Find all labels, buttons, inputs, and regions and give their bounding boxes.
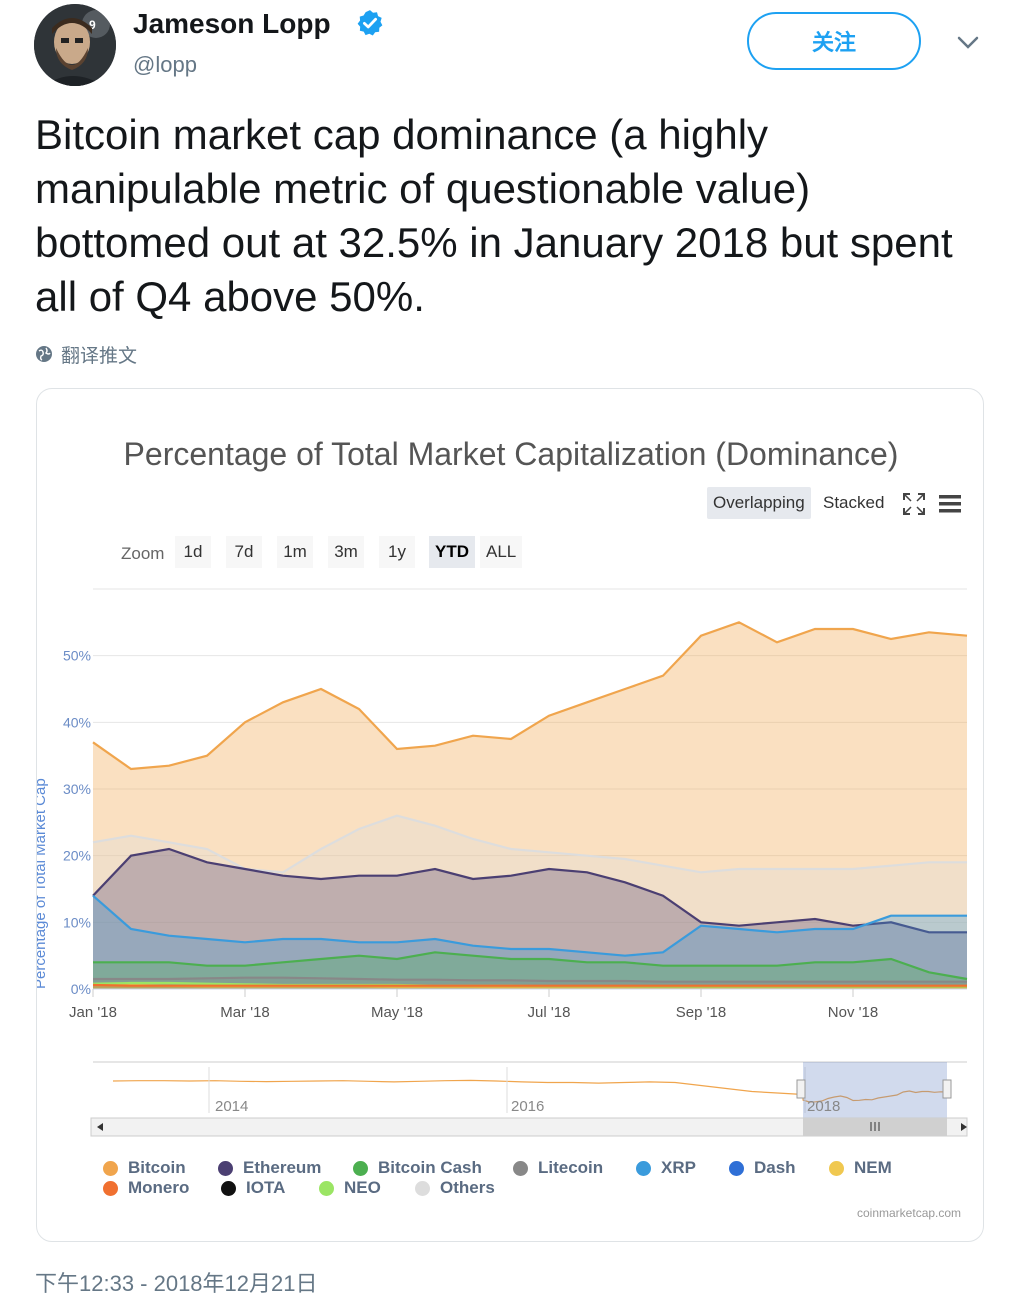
legend-dot [415,1180,430,1196]
y-tick-label: 0% [71,981,91,997]
mode-stacked-button[interactable]: Stacked [823,493,885,512]
scrollbar-grip-icon [870,1122,880,1131]
scroll-right-icon[interactable] [961,1123,967,1131]
fullscreen-icon[interactable] [901,491,927,517]
legend-neo[interactable]: NEO [319,1177,381,1199]
legend-dot [218,1160,233,1176]
zoom-ytd-button[interactable]: YTD [429,536,475,568]
area-bitcoin-cash [93,952,967,989]
y-axis-label: Percentage of Total Market Cap [37,778,49,989]
x-tick-label: Sep '18 [676,1004,726,1021]
legend-ethereum[interactable]: Ethereum [218,1157,321,1179]
range-navigator[interactable]: 2014 2016 2018 [90,1061,968,1137]
legend-others[interactable]: Others [415,1177,495,1199]
x-tick-label: Nov '18 [828,1004,878,1021]
navigator-left-handle[interactable] [796,1079,806,1099]
verified-badge-icon [357,10,383,36]
y-tick-label: 40% [63,714,91,730]
navigator-label-2016: 2016 [511,1098,544,1115]
legend-bitcoin-cash[interactable]: Bitcoin Cash [353,1157,482,1179]
chart-areas [92,621,968,990]
y-tick-label: 30% [63,781,91,797]
avatar[interactable]: 9 [34,4,116,86]
series-line-monero [92,983,967,987]
x-tick-label: May '18 [371,1004,423,1021]
legend-dot [221,1180,236,1196]
series-line-bitcoin [92,621,968,771]
zoom-3m-button[interactable]: 3m [328,536,364,568]
legend-dot [513,1160,528,1176]
navigator-selection[interactable] [803,1062,947,1118]
globe-icon [36,346,52,362]
area-others [93,815,967,989]
legend-litecoin[interactable]: Litecoin [513,1157,603,1179]
tweet-header: 9 Jameson Lopp @lopp 关注 [0,0,1026,100]
user-handle[interactable]: @lopp [133,52,197,77]
legend-bitcoin[interactable]: Bitcoin [103,1157,186,1179]
chart-title: Percentage of Total Market Capitalizatio… [123,436,899,472]
x-tick-label: Jan '18 [69,1004,117,1021]
x-tick-label: Jul '18 [528,1004,571,1021]
scroll-left-icon[interactable] [97,1123,103,1131]
follow-button[interactable]: 关注 [747,12,921,70]
x-tick-label: Mar '18 [220,1004,270,1021]
zoom-all-button[interactable]: ALL [480,536,523,568]
zoom-7d-button[interactable]: 7d [226,536,262,568]
display-name[interactable]: Jameson Lopp [133,8,331,39]
avatar-image: 9 [34,4,116,86]
series-line-ethereum [92,847,967,934]
chevron-down-icon[interactable] [955,32,981,52]
zoom-label: Zoom [121,544,165,563]
tweet-text: Bitcoin market cap dominance (a highly m… [35,111,953,320]
legend-monero[interactable]: Monero [103,1177,189,1199]
area-ethereum [93,849,967,989]
y-tick-label: 10% [63,914,91,930]
y-axis-ticks: 0% 10% 20% 30% 40% 50% [63,648,91,997]
zoom-1m-button[interactable]: 1m [277,536,313,568]
tweet-timestamp[interactable]: 下午12:33 - 2018年12月21日 [35,1271,318,1296]
y-tick-label: 20% [63,848,91,864]
menu-icon[interactable] [937,491,963,517]
legend-dot [319,1180,334,1196]
translate-label: 翻译推文 [61,345,138,367]
zoom-1d-button[interactable]: 1d [175,536,211,568]
mode-overlapping-button[interactable]: Overlapping [707,487,811,519]
legend-xrp[interactable]: XRP [636,1157,696,1179]
dominance-chart[interactable]: 0%10%20%30%40%50% Jan '18 Mar '18 May '18 J… [37,389,984,1149]
series-line-others [92,814,967,874]
legend-dot [103,1180,118,1196]
chart-credit[interactable]: coinmarketcap.com [857,1206,962,1220]
series-line-litecoin [93,976,967,983]
legend-dot [636,1160,651,1176]
y-tick-label: 50% [63,648,91,664]
series-line-xrp [92,894,967,957]
area-bitcoin [93,622,967,989]
navigator-right-handle[interactable] [942,1079,952,1099]
zoom-1y-button[interactable]: 1y [379,536,415,568]
legend-nem[interactable]: NEM [829,1157,892,1179]
legend-dot [729,1160,744,1176]
x-axis-ticks: Jan '18 Mar '18 May '18 Jul '18 Sep '18 Nov '… [69,989,878,1021]
legend-dash[interactable]: Dash [729,1157,796,1179]
series-line-bitcoin-cash [93,951,968,981]
avatar-badge: 9 [89,18,96,32]
navigator-bitcoin-line [112,1079,948,1103]
translate-tweet-link[interactable]: 翻译推文 [35,340,137,368]
legend-dot [829,1160,844,1176]
navigator-label-2014: 2014 [215,1098,248,1115]
legend-iota[interactable]: IOTA [221,1177,285,1199]
legend-dot [103,1160,118,1176]
chart-card[interactable]: Percentage of Total Market Capitalizatio… [36,388,984,1242]
legend-dot [353,1160,368,1176]
navigator-label-2018: 2018 [807,1098,840,1115]
